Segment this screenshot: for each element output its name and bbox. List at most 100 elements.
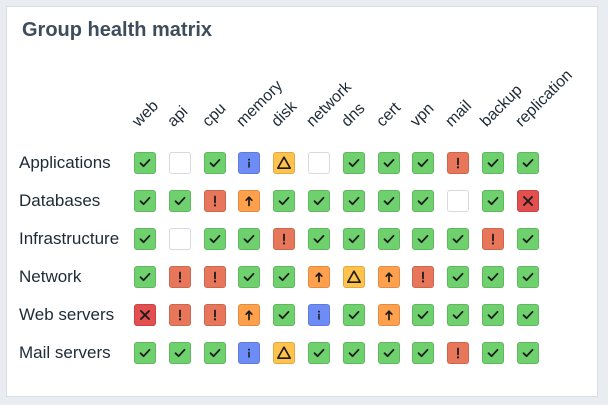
status-cell-error[interactable] [447, 152, 470, 174]
check-icon [138, 194, 152, 208]
status-cell-ok[interactable] [308, 341, 330, 364]
status-cell-ok[interactable] [238, 227, 261, 250]
status-cell-ok[interactable] [308, 189, 330, 212]
status-cell-warn[interactable] [377, 303, 400, 326]
check-icon [277, 194, 291, 208]
status-cell-alert[interactable] [342, 265, 365, 288]
status-cell-warn[interactable] [238, 189, 261, 212]
status-cell-error[interactable] [412, 265, 435, 288]
status-cell-error[interactable] [168, 303, 191, 326]
check-icon [416, 346, 430, 360]
status-cell-ok[interactable] [308, 227, 330, 250]
check-icon [416, 308, 430, 322]
column-header-label: cert [372, 99, 404, 131]
check-icon [347, 156, 361, 170]
status-cell-ok[interactable] [342, 189, 365, 212]
status-cell-ok[interactable] [203, 227, 226, 250]
check-icon [521, 270, 535, 284]
status-cell-ok[interactable] [342, 303, 365, 326]
status-cell-ok[interactable] [516, 303, 539, 326]
status-cell-ok[interactable] [342, 227, 365, 250]
status-cell-warn[interactable] [308, 265, 330, 288]
status-cell-ok[interactable] [203, 152, 226, 174]
info-icon [316, 308, 322, 322]
status-cell-ok[interactable] [203, 341, 226, 364]
status-cell-ok[interactable] [273, 265, 296, 288]
status-cell-ok[interactable] [273, 189, 296, 212]
column-header-label: dns [338, 100, 369, 131]
status-cell-ok[interactable] [412, 303, 435, 326]
status-cell-info[interactable] [238, 341, 261, 364]
check-icon [416, 156, 430, 170]
up-arrow-icon [313, 270, 325, 284]
exclamation-icon [212, 270, 218, 284]
status-cell-warn[interactable] [377, 265, 400, 288]
status-cell-ok[interactable] [482, 341, 504, 364]
status-cell-ok[interactable] [482, 189, 504, 212]
status-cell-ok[interactable] [377, 227, 400, 250]
status-cell-ok[interactable] [168, 189, 191, 212]
status-cell-error[interactable] [168, 265, 191, 288]
status-cell-ok[interactable] [516, 227, 539, 250]
status-cell-empty[interactable] [168, 152, 191, 174]
status-cell-error[interactable] [273, 227, 296, 250]
status-cell-info[interactable] [238, 152, 261, 174]
check-icon [277, 270, 291, 284]
check-icon [521, 232, 535, 246]
status-cell-ok[interactable] [516, 341, 539, 364]
status-cell-error[interactable] [203, 303, 226, 326]
status-cell-ok[interactable] [273, 303, 296, 326]
status-cell-critical[interactable] [134, 303, 156, 326]
status-cell-ok[interactable] [377, 189, 400, 212]
status-cell-ok[interactable] [238, 265, 261, 288]
status-cell-empty[interactable] [308, 152, 330, 174]
status-cell-ok[interactable] [447, 227, 470, 250]
status-cell-ok[interactable] [482, 265, 504, 288]
info-icon [246, 156, 252, 170]
status-cell-ok[interactable] [377, 152, 400, 174]
status-cell-ok[interactable] [412, 152, 435, 174]
status-cell-ok[interactable] [342, 341, 365, 364]
status-cell-empty[interactable] [168, 227, 191, 250]
check-icon [347, 232, 361, 246]
status-cell-ok[interactable] [516, 265, 539, 288]
status-cell-alert[interactable] [273, 152, 296, 174]
status-cell-empty[interactable] [447, 189, 470, 212]
status-cell-ok[interactable] [168, 341, 191, 364]
column-header-label: api [164, 103, 192, 131]
status-cell-error[interactable] [203, 265, 226, 288]
status-cell-alert[interactable] [273, 341, 296, 364]
status-cell-ok[interactable] [482, 303, 504, 326]
up-arrow-icon [383, 270, 395, 284]
status-cell-critical[interactable] [516, 189, 539, 212]
check-icon [451, 308, 465, 322]
check-icon [277, 308, 291, 322]
status-cell-ok[interactable] [134, 189, 156, 212]
status-cell-error[interactable] [447, 341, 470, 364]
check-icon [347, 308, 361, 322]
status-cell-ok[interactable] [342, 152, 365, 174]
status-cell-ok[interactable] [447, 265, 470, 288]
status-cell-ok[interactable] [447, 303, 470, 326]
row-label-web-servers: Web servers [19, 304, 115, 324]
status-cell-error[interactable] [482, 227, 504, 250]
check-icon [451, 232, 465, 246]
status-cell-ok[interactable] [482, 152, 504, 174]
status-cell-ok[interactable] [412, 341, 435, 364]
check-icon [486, 308, 500, 322]
status-cell-ok[interactable] [412, 189, 435, 212]
row-label-databases: Databases [19, 190, 101, 210]
check-icon [173, 346, 187, 360]
status-cell-ok[interactable] [134, 341, 156, 364]
status-cell-ok[interactable] [134, 152, 156, 174]
status-cell-ok[interactable] [134, 227, 156, 250]
check-icon [312, 232, 326, 246]
status-cell-ok[interactable] [412, 227, 435, 250]
status-cell-error[interactable] [203, 189, 226, 212]
status-cell-info[interactable] [308, 303, 330, 326]
status-cell-ok[interactable] [516, 152, 539, 174]
status-cell-warn[interactable] [238, 303, 261, 326]
status-cell-ok[interactable] [377, 341, 400, 364]
status-cell-ok[interactable] [134, 265, 156, 288]
health-matrix-panel: Group health matrix web api cpu memory disk n… [6, 6, 598, 397]
